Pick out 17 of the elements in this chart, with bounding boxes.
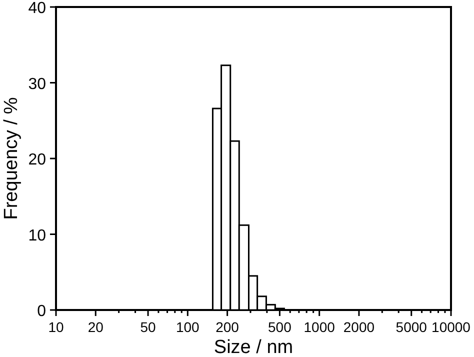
y-tick-label: 0: [37, 303, 46, 320]
y-tick-label: 10: [28, 227, 46, 244]
x-tick-label: 100: [176, 319, 200, 335]
x-tick-label: 2000: [343, 319, 375, 335]
x-tick-label: 10000: [432, 319, 471, 335]
x-tick-label: 200: [216, 319, 240, 335]
x-tick-label: 20: [88, 319, 104, 335]
x-tick-label: 50: [140, 319, 156, 335]
y-tick-label: 40: [28, 0, 46, 17]
x-tick-label: 1000: [304, 319, 336, 335]
y-axis-title: Frequency / %: [1, 97, 22, 220]
y-tick-label: 30: [28, 76, 46, 93]
x-tick-label: 10: [48, 319, 64, 335]
x-axis-title: Size / nm: [214, 337, 294, 357]
y-tick-label: 20: [28, 152, 46, 168]
x-tick-label: 500: [268, 319, 292, 335]
x-tick-label: 5000: [396, 319, 428, 335]
